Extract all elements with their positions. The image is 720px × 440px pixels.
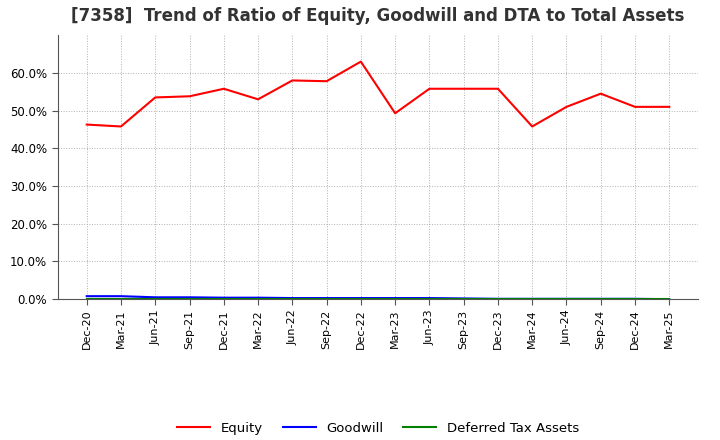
Deferred Tax Assets <box>528 297 536 302</box>
Goodwill <box>459 296 468 301</box>
Goodwill <box>631 296 639 301</box>
Equity <box>665 104 674 110</box>
Goodwill <box>185 295 194 300</box>
Title: [7358]  Trend of Ratio of Equity, Goodwill and DTA to Total Assets: [7358] Trend of Ratio of Equity, Goodwil… <box>71 7 685 26</box>
Deferred Tax Assets <box>253 297 262 302</box>
Goodwill <box>494 296 503 301</box>
Deferred Tax Assets <box>185 297 194 302</box>
Goodwill <box>596 296 605 301</box>
Goodwill <box>391 295 400 301</box>
Legend: Equity, Goodwill, Deferred Tax Assets: Equity, Goodwill, Deferred Tax Assets <box>172 417 584 440</box>
Goodwill <box>288 295 297 301</box>
Equity <box>459 86 468 92</box>
Equity <box>562 104 571 110</box>
Equity <box>253 97 262 102</box>
Equity <box>185 94 194 99</box>
Goodwill <box>562 296 571 301</box>
Goodwill <box>82 293 91 299</box>
Deferred Tax Assets <box>82 297 91 302</box>
Goodwill <box>117 293 125 299</box>
Equity <box>494 86 503 92</box>
Equity <box>528 124 536 129</box>
Deferred Tax Assets <box>151 297 160 302</box>
Equity <box>151 95 160 100</box>
Deferred Tax Assets <box>425 297 433 302</box>
Deferred Tax Assets <box>596 297 605 302</box>
Deferred Tax Assets <box>220 297 228 302</box>
Goodwill <box>425 295 433 301</box>
Deferred Tax Assets <box>459 297 468 302</box>
Equity <box>356 59 365 64</box>
Goodwill <box>253 295 262 301</box>
Deferred Tax Assets <box>117 297 125 302</box>
Equity <box>82 122 91 127</box>
Deferred Tax Assets <box>631 297 639 302</box>
Deferred Tax Assets <box>494 297 503 302</box>
Deferred Tax Assets <box>562 297 571 302</box>
Line: Equity: Equity <box>86 62 670 126</box>
Goodwill <box>356 295 365 301</box>
Equity <box>596 91 605 96</box>
Equity <box>288 78 297 83</box>
Goodwill <box>151 295 160 300</box>
Equity <box>425 86 433 92</box>
Equity <box>117 124 125 129</box>
Equity <box>631 104 639 110</box>
Deferred Tax Assets <box>665 297 674 302</box>
Deferred Tax Assets <box>323 297 331 302</box>
Equity <box>323 79 331 84</box>
Goodwill <box>323 295 331 301</box>
Goodwill <box>528 296 536 301</box>
Deferred Tax Assets <box>288 297 297 302</box>
Deferred Tax Assets <box>391 297 400 302</box>
Line: Goodwill: Goodwill <box>86 296 670 299</box>
Equity <box>391 110 400 116</box>
Deferred Tax Assets <box>356 297 365 302</box>
Goodwill <box>665 297 674 302</box>
Equity <box>220 86 228 92</box>
Goodwill <box>220 295 228 301</box>
